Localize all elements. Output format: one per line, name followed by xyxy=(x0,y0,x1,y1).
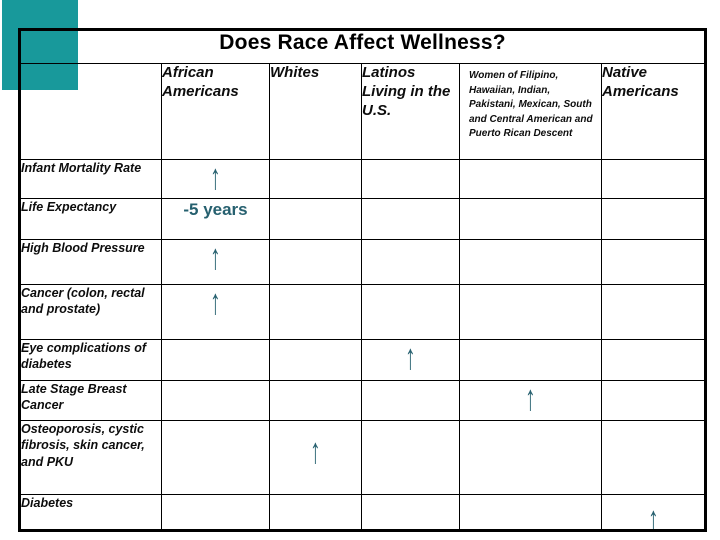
row-label-life-expectancy: Life Expectancy xyxy=(19,198,162,240)
table-cell xyxy=(161,339,270,381)
table-cell: ↑ xyxy=(459,380,602,421)
up-arrow: ↑ xyxy=(525,380,536,419)
table-cell xyxy=(459,420,602,495)
table-cell xyxy=(600,198,707,240)
column-header-latinos: Latinos Living in the U.S. xyxy=(361,63,460,160)
column-header-women-of-descent: Women of Filipino, Hawaiian, Indian, Pak… xyxy=(459,63,602,160)
table-cell: ↑ xyxy=(161,284,270,340)
table-cell xyxy=(361,420,460,495)
row-label-eye-complications: Eye complications of diabetes xyxy=(19,339,162,381)
table-cell xyxy=(269,284,362,340)
table-cell xyxy=(459,239,602,285)
table-cell xyxy=(600,159,707,199)
table-cell xyxy=(161,494,270,531)
table-cell xyxy=(459,159,602,199)
row-label-late-stage-breast-cancer: Late Stage Breast Cancer xyxy=(19,380,162,421)
up-arrow: ↑ xyxy=(405,339,416,378)
table-cell xyxy=(459,284,602,340)
column-header-african-americans: African Americans xyxy=(161,63,270,160)
table-cell xyxy=(459,339,602,381)
table-cell xyxy=(269,339,362,381)
up-arrow: ↑ xyxy=(210,284,221,323)
table-cell xyxy=(459,494,602,531)
table-cell xyxy=(361,284,460,340)
table-cell xyxy=(361,159,460,199)
table-cell xyxy=(161,420,270,495)
table-cell xyxy=(269,159,362,199)
table-cell xyxy=(600,380,707,421)
slide-title: Does Race Affect Wellness? xyxy=(18,29,707,64)
row-label-cancer: Cancer (colon, rectal and prostate) xyxy=(19,284,162,340)
row-label-diabetes: Diabetes xyxy=(19,494,162,531)
table-cell xyxy=(600,239,707,285)
cell-value: -5 years xyxy=(183,200,248,219)
table-cell xyxy=(361,494,460,531)
table-cell xyxy=(459,198,602,240)
table-cell: ↑ xyxy=(361,339,460,381)
up-arrow: ↑ xyxy=(210,239,221,278)
table-cell xyxy=(269,494,362,531)
table-cell xyxy=(600,339,707,381)
table-cell xyxy=(269,198,362,240)
table-cell: ↑ xyxy=(161,239,270,285)
table-cell xyxy=(161,380,270,421)
table-cell: -5 years xyxy=(161,198,270,240)
row-label-infant-mortality: Infant Mortality Rate xyxy=(19,159,162,199)
table-cell: ↑ xyxy=(600,494,707,531)
table-cell xyxy=(361,198,460,240)
up-arrow: ↑ xyxy=(647,499,659,531)
up-arrow: ↑ xyxy=(210,159,221,198)
table-cell xyxy=(600,420,707,495)
row-label-osteoporosis: Osteoporosis, cystic fibrosis, skin canc… xyxy=(19,420,162,495)
table-cell: ↑ xyxy=(269,420,362,495)
table-cell xyxy=(269,380,362,421)
up-arrow: ↑ xyxy=(310,431,321,472)
row-label-high-blood-pressure: High Blood Pressure xyxy=(19,239,162,285)
column-header-native-americans: Native Americans xyxy=(600,63,707,160)
table-cell: ↑ xyxy=(161,159,270,199)
table-cell xyxy=(269,239,362,285)
table-cell xyxy=(361,239,460,285)
corner-cell xyxy=(19,63,162,160)
table-cell xyxy=(361,380,460,421)
column-header-whites: Whites xyxy=(269,63,362,160)
table-cell xyxy=(600,284,707,340)
wellness-table: Does Race Affect Wellness? African Ameri… xyxy=(18,28,708,532)
